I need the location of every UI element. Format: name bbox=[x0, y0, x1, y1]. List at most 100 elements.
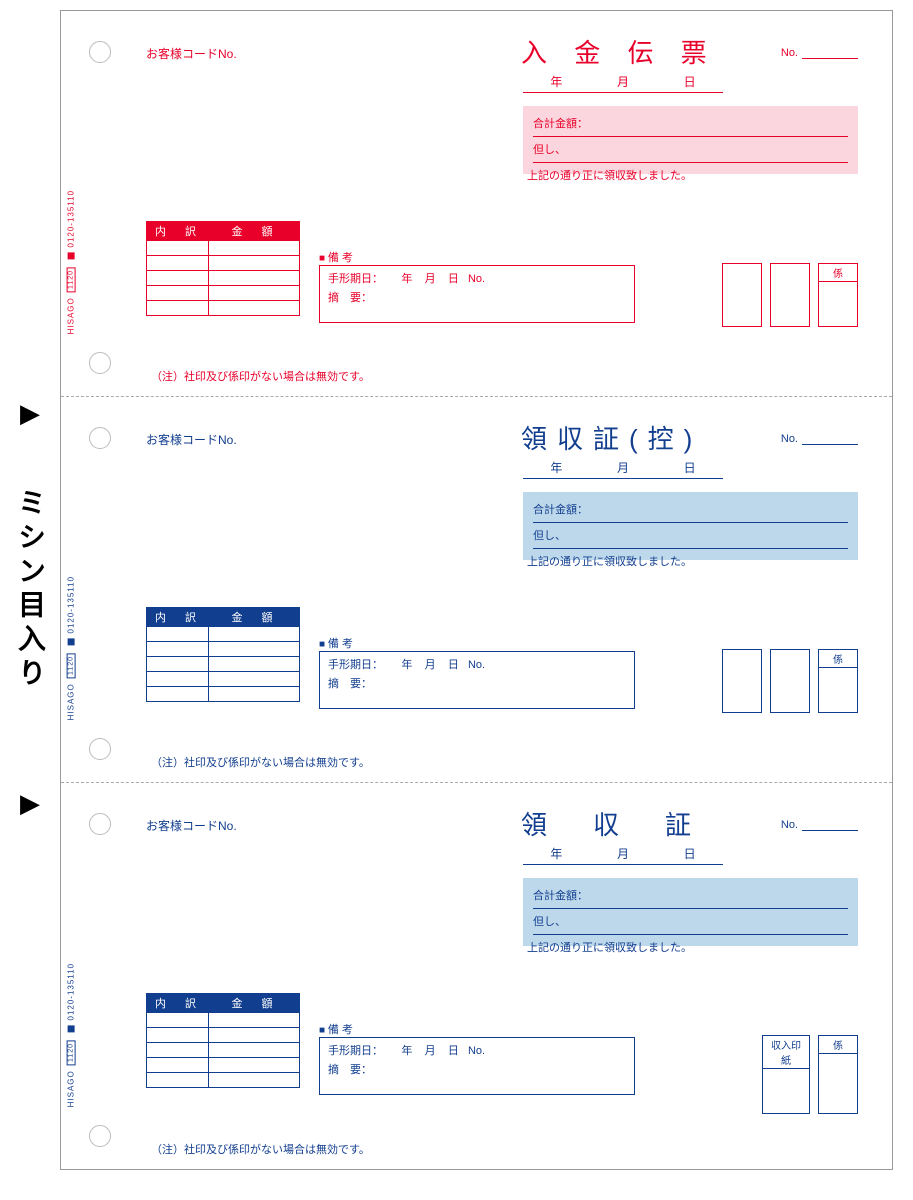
proviso-label: 但し、 bbox=[533, 912, 848, 935]
footer-note: （注）社印及び係印がない場合は無効です。 bbox=[151, 754, 370, 770]
no-label: No. bbox=[781, 47, 798, 59]
stamp-box-clerk: 係 bbox=[818, 263, 858, 327]
table-row bbox=[147, 687, 300, 702]
breakdown-table: 内 訳 金 額 bbox=[146, 993, 300, 1088]
manufacturer-code: HISAGO 1120 0120-135110 bbox=[67, 576, 76, 720]
brand-text: HISAGO bbox=[67, 1070, 76, 1107]
col-amount: 金 額 bbox=[209, 994, 300, 1013]
stamp-area: . . 係 bbox=[722, 649, 858, 713]
remarks-block: 備 考 手形期日： 年 月 日 No. 摘 要： bbox=[319, 249, 635, 323]
no-label: No. bbox=[468, 273, 485, 285]
table-row bbox=[147, 271, 300, 286]
col-amount: 金 額 bbox=[209, 222, 300, 241]
form-sheet: お客様コードNo. 入 金 伝 票 No. 年 月 日 合計金額： 但し、 上記… bbox=[60, 10, 893, 1170]
table-row bbox=[147, 627, 300, 642]
remarks-box: 手形期日： 年 月 日 No. 摘 要： bbox=[319, 651, 635, 709]
no-label: No. bbox=[781, 819, 798, 831]
stamp-area: 収入印紙 係 bbox=[762, 1035, 858, 1114]
slip-number: No. bbox=[781, 47, 858, 59]
arrow-icon: ▶ bbox=[20, 790, 40, 816]
phone-text: 0120-135110 bbox=[67, 963, 76, 1021]
slip-payment: お客様コードNo. 入 金 伝 票 No. 年 月 日 合計金額： 但し、 上記… bbox=[61, 11, 892, 397]
receipt-note: 上記の通り正に領収致しました。 bbox=[527, 939, 692, 955]
arrow-icon: ▶ bbox=[20, 400, 40, 426]
year-label: 年 bbox=[401, 273, 412, 285]
no-label: No. bbox=[781, 433, 798, 445]
stamp-box-revenue: 収入印紙 bbox=[762, 1035, 810, 1114]
punch-hole-icon bbox=[89, 813, 111, 835]
footer-note: （注）社印及び係印がない場合は無効です。 bbox=[151, 368, 370, 384]
remarks-title: 備 考 bbox=[319, 1021, 635, 1037]
no-label: No. bbox=[468, 659, 485, 671]
col-breakdown: 内 訳 bbox=[147, 222, 209, 241]
stamp-box-clerk: 係 bbox=[818, 649, 858, 713]
perforation-label: ▶ ミシン目入り ▶ bbox=[0, 0, 60, 1180]
table-row bbox=[147, 1028, 300, 1043]
date-line: 年 月 日 bbox=[523, 459, 723, 479]
stamp-label: 係 bbox=[819, 650, 857, 668]
slip-number: No. bbox=[781, 819, 858, 831]
day-label: 日 bbox=[684, 845, 696, 862]
table-row bbox=[147, 241, 300, 256]
code-box: 1120 bbox=[67, 267, 76, 292]
day-label: 日 bbox=[684, 73, 696, 90]
month-label: 月 bbox=[425, 273, 436, 285]
brand-text: HISAGO bbox=[67, 683, 76, 720]
customer-code-label: お客様コードNo. bbox=[146, 817, 237, 834]
col-breakdown: 内 訳 bbox=[147, 994, 209, 1013]
remarks-box: 手形期日： 年 月 日 No. 摘 要： bbox=[319, 265, 635, 323]
date-line: 年 月 日 bbox=[523, 845, 723, 865]
punch-hole-icon bbox=[89, 738, 111, 760]
stamp-box: . bbox=[770, 263, 810, 327]
month-label: 月 bbox=[617, 845, 629, 862]
punch-hole-icon bbox=[89, 41, 111, 63]
stamp-box: . bbox=[722, 649, 762, 713]
day-label: 日 bbox=[684, 459, 696, 476]
no-field-line bbox=[802, 819, 858, 831]
customer-code-label: お客様コードNo. bbox=[146, 45, 237, 62]
perforation-text: ミシン目入り bbox=[10, 488, 50, 692]
no-field-line bbox=[802, 47, 858, 59]
summary-label: 摘 要： bbox=[328, 678, 372, 690]
no-label: No. bbox=[468, 1045, 485, 1057]
day-label: 日 bbox=[448, 659, 459, 671]
month-label: 月 bbox=[617, 73, 629, 90]
year-label: 年 bbox=[401, 1045, 412, 1057]
slip-receipt-copy: お客様コードNo. 領収証(控) No. 年 月 日 合計金額： 但し、 上記の… bbox=[61, 397, 892, 783]
total-amount-label: 合計金額： bbox=[533, 114, 848, 137]
manufacturer-code: HISAGO 1120 0120-135110 bbox=[67, 190, 76, 334]
footer-note: （注）社印及び係印がない場合は無効です。 bbox=[151, 1141, 370, 1157]
year-label: 年 bbox=[550, 73, 562, 90]
col-amount: 金 額 bbox=[209, 608, 300, 627]
phone-text: 0120-135110 bbox=[67, 576, 76, 634]
breakdown-table: 内 訳 金 額 bbox=[146, 221, 300, 316]
total-amount-label: 合計金額： bbox=[533, 500, 848, 523]
bill-date-label: 手形期日： bbox=[328, 273, 383, 285]
table-row bbox=[147, 301, 300, 316]
slip-receipt: お客様コードNo. 領 収 証 No. 年 月 日 合計金額： 但し、 上記の通… bbox=[61, 783, 892, 1169]
stamp-box-clerk: 係 bbox=[818, 1035, 858, 1114]
bill-date-label: 手形期日： bbox=[328, 1045, 383, 1057]
amount-box: 合計金額： 但し、 bbox=[523, 106, 858, 174]
remarks-block: 備 考 手形期日： 年 月 日 No. 摘 要： bbox=[319, 635, 635, 709]
table-row bbox=[147, 672, 300, 687]
summary-label: 摘 要： bbox=[328, 292, 372, 304]
day-label: 日 bbox=[448, 1045, 459, 1057]
summary-label: 摘 要： bbox=[328, 1064, 372, 1076]
receipt-note: 上記の通り正に領収致しました。 bbox=[527, 553, 692, 569]
code-box: 1120 bbox=[67, 1040, 76, 1065]
punch-hole-icon bbox=[89, 352, 111, 374]
stamp-label: 係 bbox=[819, 264, 857, 282]
remarks-box: 手形期日： 年 月 日 No. 摘 要： bbox=[319, 1037, 635, 1095]
col-breakdown: 内 訳 bbox=[147, 608, 209, 627]
punch-hole-icon bbox=[89, 427, 111, 449]
no-field-line bbox=[802, 433, 858, 445]
table-row bbox=[147, 1073, 300, 1088]
month-label: 月 bbox=[425, 659, 436, 671]
amount-box: 合計金額： 但し、 bbox=[523, 878, 858, 946]
page: ▶ ミシン目入り ▶ お客様コードNo. 入 金 伝 票 No. 年 月 日 合… bbox=[0, 0, 913, 1180]
stamp-label: 収入印紙 bbox=[763, 1036, 809, 1069]
slip-title: 入 金 伝 票 bbox=[521, 33, 717, 70]
punch-hole-icon bbox=[89, 1125, 111, 1147]
total-amount-label: 合計金額： bbox=[533, 886, 848, 909]
